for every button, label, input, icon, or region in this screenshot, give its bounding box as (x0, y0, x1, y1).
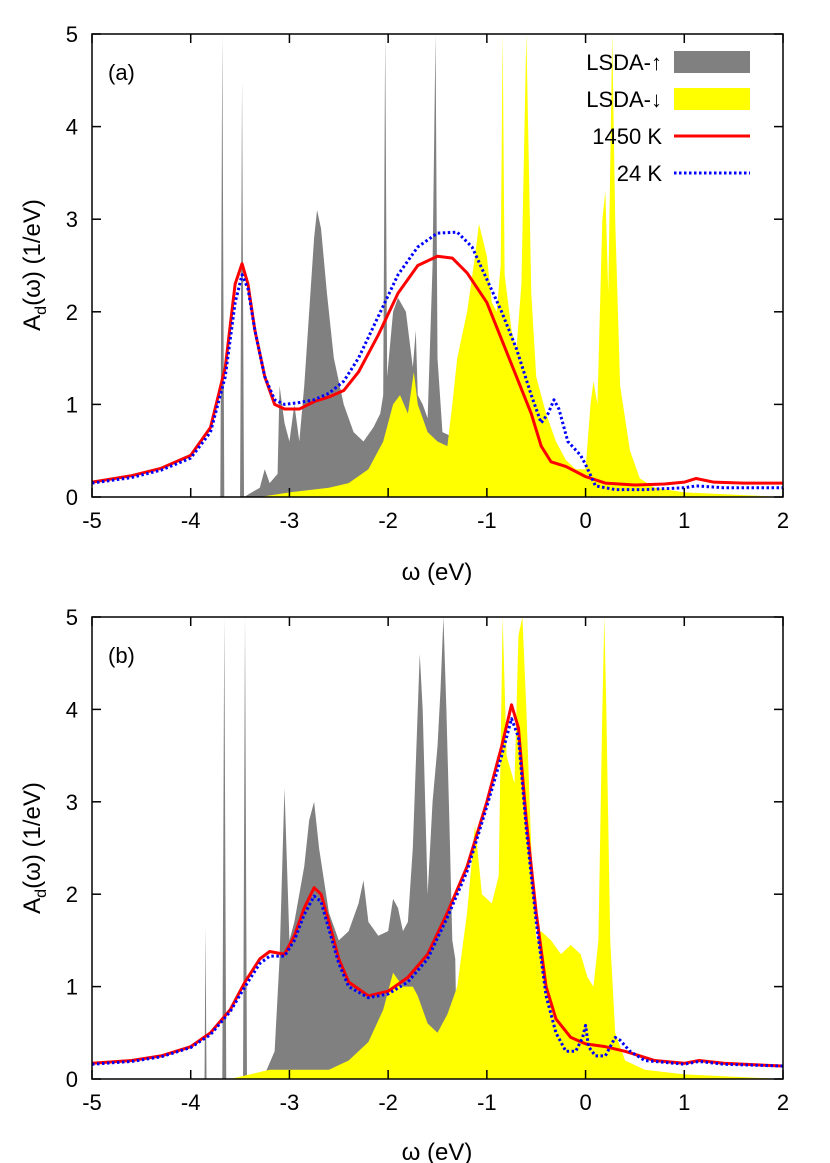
legend-label: 24 K (617, 161, 663, 186)
x-tick-label: -4 (181, 508, 201, 533)
y-tick-label: 0 (66, 485, 78, 510)
x-tick-label: -2 (378, 1090, 398, 1115)
y-tick-label: 0 (66, 1067, 78, 1092)
x-tick-label: -1 (477, 1090, 497, 1115)
y-tick-label: 1 (66, 975, 78, 1000)
x-tick-label: 2 (777, 1090, 789, 1115)
axis-layer: -5 -4 -3 -2 -1 0 1 2 0 1 2 3 4 5 (66, 605, 789, 1115)
x-tick-label: 1 (678, 1090, 690, 1115)
legend-swatch (674, 51, 750, 73)
y-tick-label: 2 (66, 882, 78, 907)
x-tick-label: -4 (181, 1090, 201, 1115)
series-line-24k (92, 717, 783, 1068)
legend: LSDA-↑ LSDA-↓ 1450 K 24 K (586, 50, 750, 186)
series-layer (92, 34, 783, 497)
y-tick-label: 5 (66, 22, 78, 47)
legend-item: 1450 K (592, 124, 750, 149)
x-axis-label: ω (eV) (402, 559, 473, 586)
y-tick-label: 4 (66, 697, 78, 722)
legend-swatch (674, 88, 750, 110)
y-tick-label: 1 (66, 392, 78, 417)
legend-label: 1450 K (592, 124, 662, 149)
x-tick-label: -3 (280, 508, 300, 533)
legend-item: LSDA-↓ (586, 87, 750, 112)
x-tick-label: -2 (378, 508, 398, 533)
legend-label: LSDA-↑ (586, 50, 662, 75)
legend-label: LSDA-↓ (586, 87, 662, 112)
series-lsda-up-fill (92, 34, 783, 497)
x-tick-label: 1 (678, 508, 690, 533)
x-axis-label: ω (eV) (402, 1139, 473, 1163)
series-lsda-up-fill (92, 617, 783, 1079)
series-layer (92, 617, 783, 1079)
y-axis-label: Ad(ω) (1/eV) (19, 782, 50, 914)
x-tick-label: 2 (777, 508, 789, 533)
x-tick-label: -5 (82, 1090, 102, 1115)
x-tick-label: 0 (579, 508, 591, 533)
x-tick-label: -1 (477, 508, 497, 533)
series-line-1450k (92, 254, 783, 487)
x-tick-label: -5 (82, 508, 102, 533)
axis-layer: -5 -4 -3 -2 -1 0 1 2 0 1 2 3 4 5 (66, 22, 789, 533)
panel-a: -5 -4 -3 -2 -1 0 1 2 0 1 2 3 4 5 (a) ω (eV) Ad(ω) (1/… (19, 22, 789, 586)
y-tick-label: 5 (66, 605, 78, 630)
series-lsda-down-fill (92, 617, 783, 1079)
x-tick-label: 0 (579, 1090, 591, 1115)
y-tick-label: 3 (66, 207, 78, 232)
plot-frame (91, 616, 784, 1080)
y-tick-label: 2 (66, 300, 78, 325)
series-line-1450k (92, 703, 783, 1068)
y-axis-label: Ad(ω) (1/eV) (19, 199, 50, 331)
plot-frame (91, 33, 784, 498)
series-lsda-down-fill (92, 34, 783, 497)
panel-b: -5 -4 -3 -2 -1 0 1 2 0 1 2 3 4 5 (b) ω (eV) Ad(ω) (1/… (19, 605, 789, 1163)
panel-label: (b) (108, 643, 135, 668)
y-tick-label: 3 (66, 790, 78, 815)
y-tick-label: 4 (66, 115, 78, 140)
legend-item: LSDA-↑ (586, 50, 750, 75)
legend-item: 24 K (617, 161, 750, 186)
panel-label: (a) (108, 60, 135, 85)
series-line-24k (92, 230, 783, 492)
x-tick-label: -3 (280, 1090, 300, 1115)
